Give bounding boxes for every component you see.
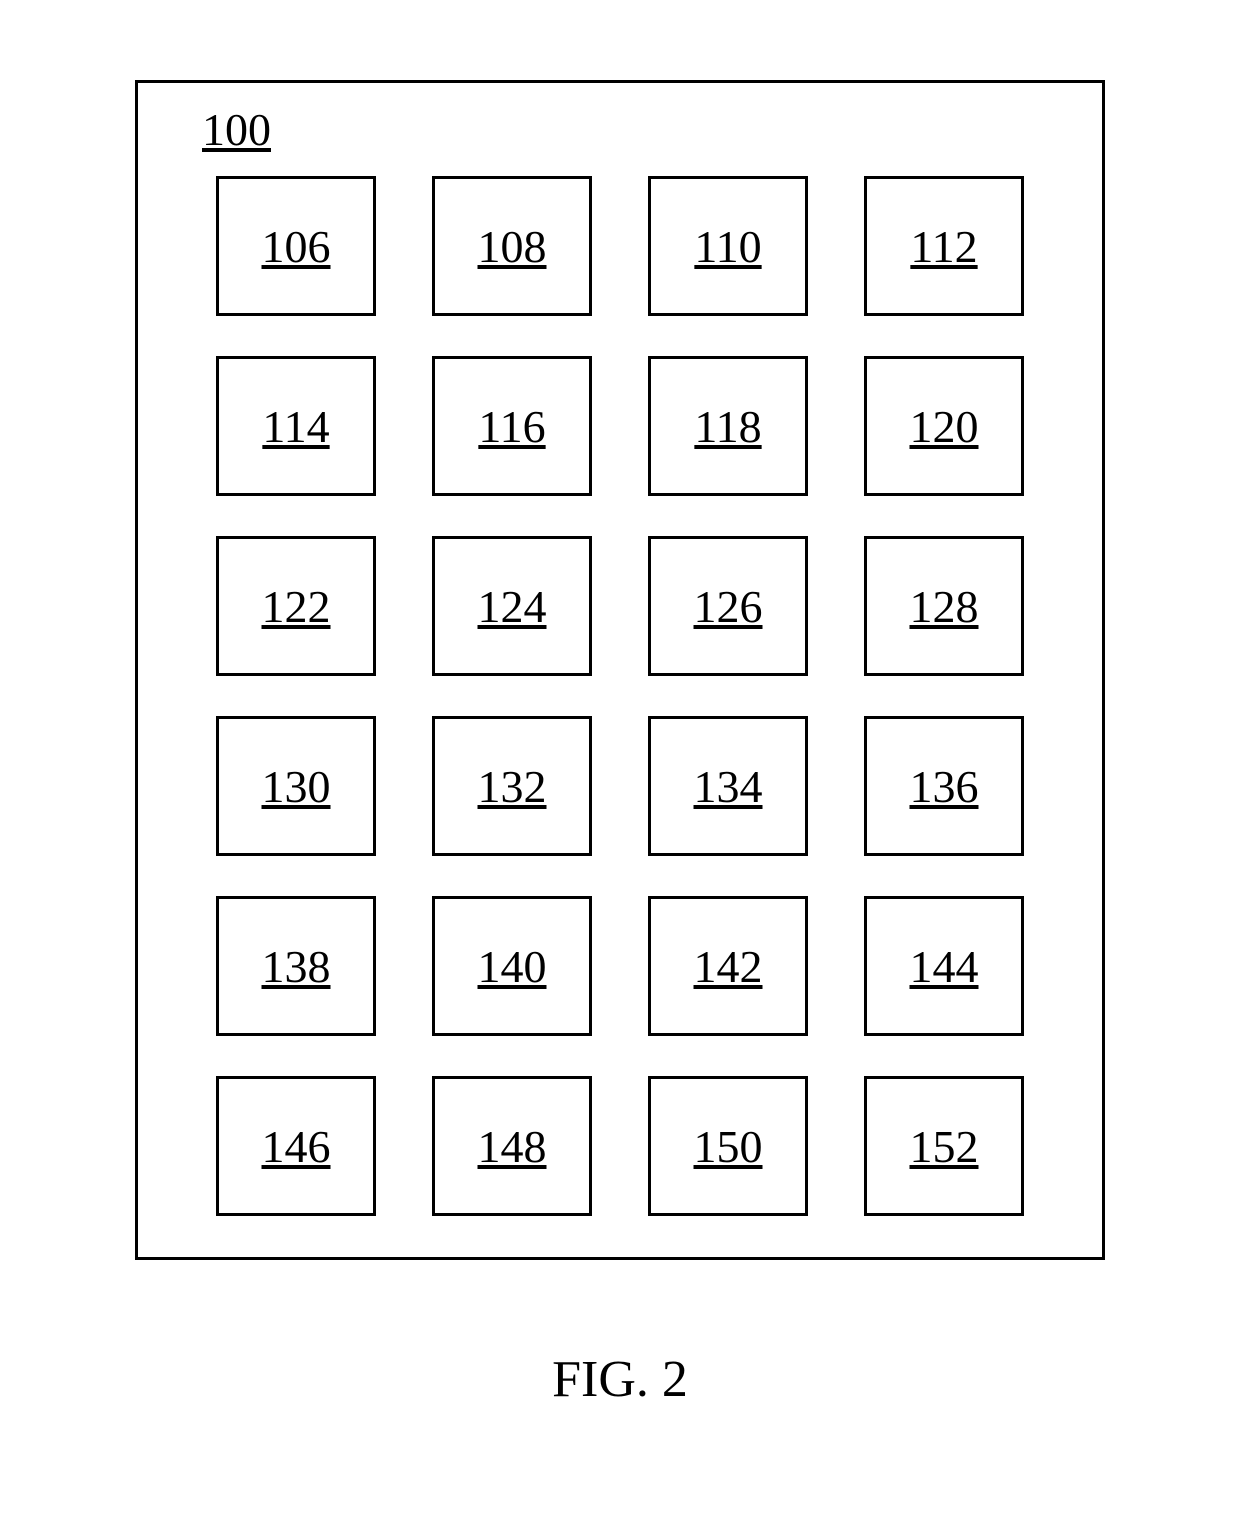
cell-reference-label: 106 [262, 220, 331, 273]
grid-cell: 128 [864, 536, 1024, 676]
grid-cell: 116 [432, 356, 592, 496]
grid-cell: 140 [432, 896, 592, 1036]
cell-reference-label: 124 [478, 580, 547, 633]
grid-cell: 118 [648, 356, 808, 496]
grid-cell: 126 [648, 536, 808, 676]
grid-cell: 136 [864, 716, 1024, 856]
cell-reference-label: 110 [694, 220, 761, 273]
grid-cell: 108 [432, 176, 592, 316]
figure-caption: FIG. 2 [552, 1350, 688, 1409]
container-reference-label: 100 [202, 103, 1042, 156]
grid-cell: 148 [432, 1076, 592, 1216]
grid-cell: 138 [216, 896, 376, 1036]
grid-cell: 144 [864, 896, 1024, 1036]
cell-reference-label: 152 [910, 1120, 979, 1173]
cell-reference-label: 120 [910, 400, 979, 453]
grid-cell: 124 [432, 536, 592, 676]
cell-reference-label: 114 [262, 400, 329, 453]
cell-reference-label: 140 [478, 940, 547, 993]
cell-reference-label: 128 [910, 580, 979, 633]
grid-cell: 110 [648, 176, 808, 316]
grid-cell: 142 [648, 896, 808, 1036]
cell-reference-label: 146 [262, 1120, 331, 1173]
cell-reference-label: 142 [694, 940, 763, 993]
diagram-container: 100 106 108 110 112 114 116 118 120 122 … [135, 80, 1105, 1260]
cell-reference-label: 134 [694, 760, 763, 813]
cell-reference-label: 136 [910, 760, 979, 813]
cell-reference-label: 116 [478, 400, 545, 453]
cell-reference-label: 150 [694, 1120, 763, 1173]
grid-cell: 132 [432, 716, 592, 856]
grid-cell: 134 [648, 716, 808, 856]
cell-reference-label: 144 [910, 940, 979, 993]
cell-reference-label: 138 [262, 940, 331, 993]
cell-reference-label: 126 [694, 580, 763, 633]
cell-reference-label: 108 [478, 220, 547, 273]
cell-reference-label: 130 [262, 760, 331, 813]
cell-reference-label: 132 [478, 760, 547, 813]
cell-reference-label: 148 [478, 1120, 547, 1173]
grid-cell: 114 [216, 356, 376, 496]
grid-cell: 122 [216, 536, 376, 676]
grid-cell: 112 [864, 176, 1024, 316]
grid-cell: 130 [216, 716, 376, 856]
cell-reference-label: 118 [694, 400, 761, 453]
cell-reference-label: 122 [262, 580, 331, 633]
grid-cell: 152 [864, 1076, 1024, 1216]
grid-cell: 120 [864, 356, 1024, 496]
grid-cell: 106 [216, 176, 376, 316]
diagram-grid: 106 108 110 112 114 116 118 120 122 124 … [198, 176, 1042, 1216]
grid-cell: 150 [648, 1076, 808, 1216]
cell-reference-label: 112 [910, 220, 977, 273]
grid-cell: 146 [216, 1076, 376, 1216]
